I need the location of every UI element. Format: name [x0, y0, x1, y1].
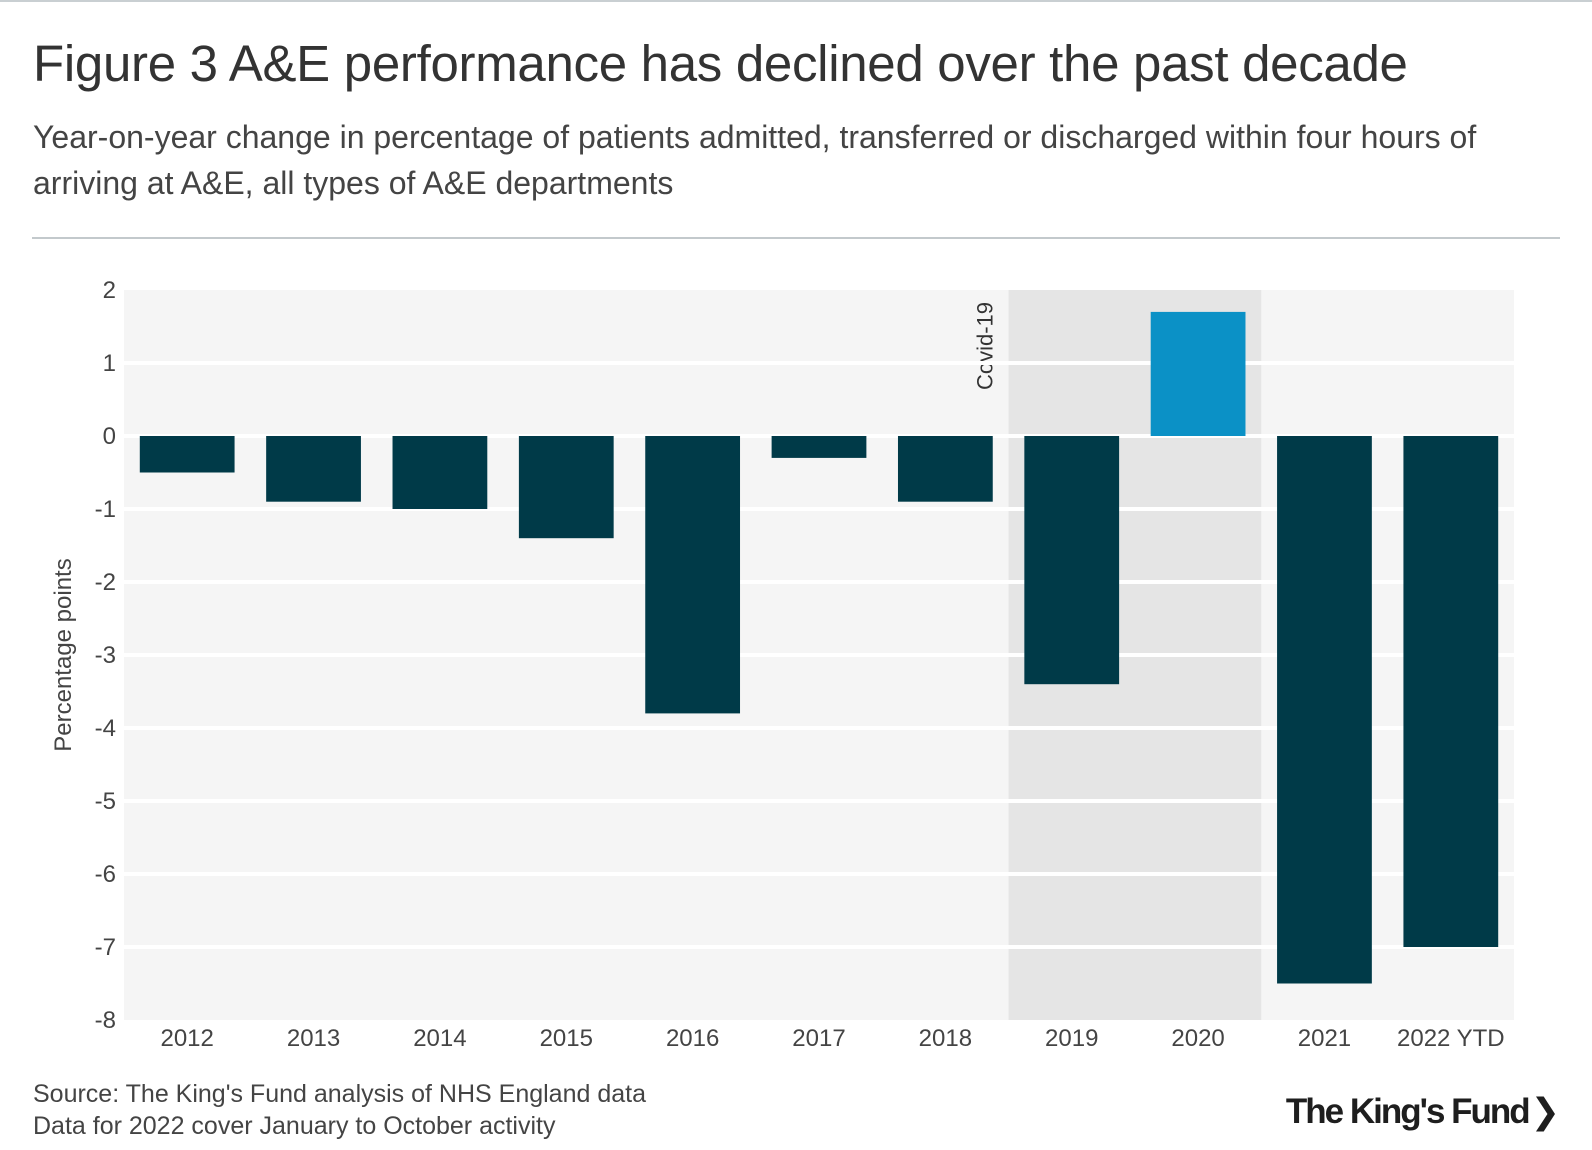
header-divider [32, 237, 1560, 239]
x-tick-label: 2012 [160, 1025, 213, 1052]
kings-fund-logo: The King's Fund❯ [1286, 1092, 1560, 1132]
y-tick-label: 1 [103, 350, 116, 377]
y-tick-label: -7 [95, 934, 116, 961]
y-tick-label: -6 [95, 861, 116, 888]
covid-band-label: Covid-19 [973, 302, 998, 390]
y-tick-label: -1 [95, 496, 116, 523]
data-coverage-note: Data for 2022 cover January to October a… [33, 1112, 556, 1140]
bar-2021 [1277, 436, 1372, 984]
y-tick-label: -2 [95, 569, 116, 596]
y-tick-label: -4 [95, 715, 116, 742]
x-tick-label: 2014 [413, 1025, 466, 1052]
x-tick-label: 2013 [287, 1025, 340, 1052]
y-tick-label: 2 [103, 277, 116, 304]
source-note: Source: The King's Fund analysis of NHS … [33, 1078, 646, 1142]
x-tick-label: 2015 [540, 1025, 593, 1052]
logo-text: The King's Fund [1285, 1092, 1531, 1131]
x-tick-label: 2018 [919, 1025, 972, 1052]
bar-2022-ytd [1403, 436, 1499, 947]
x-tick-label: 2019 [1045, 1025, 1098, 1052]
bar-2016 [645, 436, 741, 714]
bar-2012 [139, 436, 235, 473]
bar-2015 [518, 436, 614, 539]
bar-2014 [392, 436, 488, 509]
source-text: Source: The King's Fund analysis of NHS … [33, 1080, 647, 1108]
bar-2018 [897, 436, 993, 502]
top-rule [0, 0, 1592, 2]
x-tick-label: 2017 [792, 1025, 845, 1052]
y-tick-label: 0 [103, 423, 116, 450]
x-tick-label: 2021 [1298, 1025, 1351, 1052]
bar-2017 [771, 436, 867, 458]
y-axis-title: Percentage points [50, 558, 77, 751]
chart-title: Figure 3 A&E performance has declined ov… [33, 35, 1408, 92]
bar-2020 [1150, 311, 1246, 436]
x-tick-label: 2016 [666, 1025, 719, 1052]
chart-subtitle: Year-on-year change in percentage of pat… [33, 119, 1477, 201]
y-tick-label: -8 [95, 1007, 116, 1034]
logo-chevron-icon: ❯ [1530, 1092, 1560, 1131]
x-tick-label: 2022 YTD [1397, 1025, 1505, 1052]
bar-2013 [266, 436, 361, 502]
x-tick-label: 2020 [1171, 1025, 1224, 1052]
bar-chart: Covid-19 2 1 0 -1 -2 -3 -4 -5 -6 -7 -8 2012 2013 201… [50, 277, 1505, 1052]
y-tick-label: -5 [95, 788, 116, 815]
y-tick-label: -3 [95, 642, 116, 669]
bar-2019 [1024, 436, 1120, 685]
